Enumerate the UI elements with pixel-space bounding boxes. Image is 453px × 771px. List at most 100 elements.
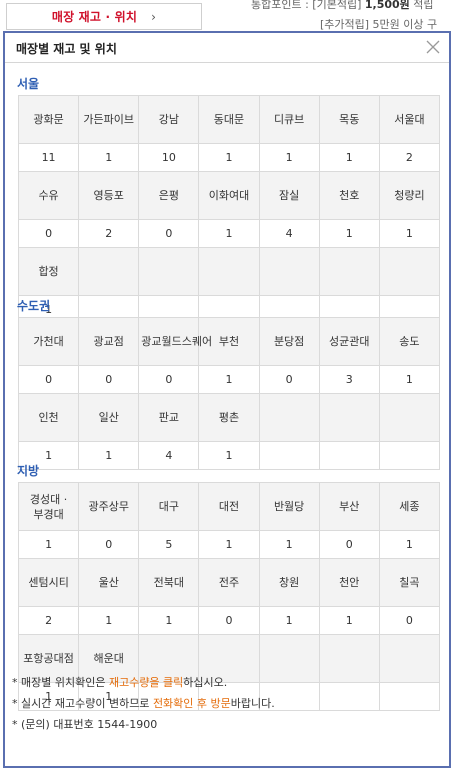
store-qty-cell: 0 bbox=[198, 606, 260, 635]
store-qty-cell: 4 bbox=[138, 441, 200, 470]
stock-qty-link[interactable]: 1 bbox=[225, 538, 233, 551]
stock-qty-link[interactable]: 1 bbox=[285, 614, 293, 627]
store-qty-cell: 1 bbox=[318, 219, 380, 248]
store-qty-cell: 10 bbox=[138, 143, 200, 172]
stock-qty-link[interactable]: 2 bbox=[405, 151, 413, 164]
store-name-cell: 천호 bbox=[318, 171, 380, 220]
store-name-cell: 동대문 bbox=[198, 95, 260, 144]
store-name-cell: 수유 bbox=[17, 171, 80, 220]
stock-qty-link[interactable]: 1 bbox=[225, 373, 233, 386]
store-name-cell: 디큐브 bbox=[258, 95, 320, 144]
stock-qty-link[interactable]: 11 bbox=[41, 151, 56, 164]
stock-qty-link[interactable]: 3 bbox=[345, 373, 353, 386]
store-qty-cell: 1 bbox=[198, 441, 260, 470]
store-name-cell: 합정 bbox=[17, 247, 80, 296]
empty-cell bbox=[198, 247, 260, 296]
stock-qty-link[interactable]: 1 bbox=[345, 151, 353, 164]
stock-qty-link[interactable]: 1 bbox=[45, 690, 53, 703]
empty-cell bbox=[258, 682, 320, 711]
stock-qty-link[interactable]: 1 bbox=[105, 614, 113, 627]
store-name-cell: 청량리 bbox=[378, 171, 441, 220]
store-qty-cell: 11 bbox=[17, 143, 80, 172]
store-name-cell: 경성대 · 부경대 bbox=[17, 482, 80, 531]
store-qty-cell: 1 bbox=[78, 682, 140, 711]
stock-qty-link[interactable]: 1 bbox=[405, 538, 413, 551]
stock-qty-link[interactable]: 0 bbox=[345, 538, 353, 551]
store-qty-cell: 0 bbox=[17, 365, 80, 394]
store-qty-cell: 1 bbox=[138, 606, 200, 635]
stock-qty-link[interactable]: 1 bbox=[45, 303, 53, 316]
stock-qty-link[interactable]: 0 bbox=[165, 227, 173, 240]
chevron-right-icon: › bbox=[151, 9, 157, 24]
stock-qty-link[interactable]: 1 bbox=[45, 538, 53, 551]
stock-qty-link[interactable]: 1 bbox=[225, 151, 233, 164]
stock-qty-link[interactable]: 0 bbox=[165, 373, 173, 386]
stock-qty-link[interactable]: 1 bbox=[285, 538, 293, 551]
store-qty-cell: 1 bbox=[258, 530, 320, 559]
store-stock-button[interactable]: 매장 재고 · 위치 › bbox=[6, 3, 202, 30]
notice-item: * 매장별 위치확인은 재고수량을 클릭하십시오. bbox=[12, 676, 228, 689]
stock-qty-link[interactable]: 1 bbox=[345, 227, 353, 240]
store-qty-cell: 0 bbox=[17, 219, 80, 248]
stock-qty-link[interactable]: 1 bbox=[105, 690, 113, 703]
stock-qty-link[interactable]: 1 bbox=[45, 449, 53, 462]
store-qty-cell: 0 bbox=[138, 219, 200, 248]
stock-qty-link[interactable]: 0 bbox=[225, 614, 233, 627]
store-qty-cell: 0 bbox=[78, 365, 140, 394]
stock-qty-link[interactable]: 0 bbox=[285, 373, 293, 386]
store-qty-cell: 1 bbox=[78, 441, 140, 470]
empty-cell bbox=[318, 393, 380, 442]
store-qty-cell: 1 bbox=[318, 606, 380, 635]
store-name-cell: 광주상무 bbox=[78, 482, 140, 531]
store-name-cell: 영등포 bbox=[78, 171, 140, 220]
stock-qty-link[interactable]: 0 bbox=[105, 538, 113, 551]
stock-qty-link[interactable]: 1 bbox=[345, 614, 353, 627]
stock-qty-link[interactable]: 5 bbox=[165, 538, 173, 551]
empty-cell bbox=[258, 247, 320, 296]
store-name-cell: 부산 bbox=[318, 482, 380, 531]
store-table-local: 경성대 · 부경대 광주상무 대구 대전 반월당 부산 세종 1 0 5 1 1 0 1 센텀시티 울산 전북대… bbox=[17, 482, 441, 711]
store-name-row: 인천 일산 판교 평촌 bbox=[17, 393, 441, 442]
store-qty-row: 0 2 0 1 4 1 1 bbox=[17, 219, 441, 248]
store-name-cell: 가천대 bbox=[17, 317, 80, 366]
stock-qty-link[interactable]: 0 bbox=[405, 614, 413, 627]
store-qty-cell: 1 bbox=[17, 530, 80, 559]
region-title-local: 지방 bbox=[17, 464, 40, 478]
stock-qty-link[interactable]: 1 bbox=[165, 614, 173, 627]
stock-qty-link[interactable]: 4 bbox=[165, 449, 173, 462]
store-qty-cell: 0 bbox=[78, 530, 140, 559]
stock-qty-link[interactable]: 1 bbox=[225, 449, 233, 462]
stock-qty-link[interactable]: 1 bbox=[105, 151, 113, 164]
store-qty-cell: 1 bbox=[78, 143, 140, 172]
stock-qty-link[interactable]: 2 bbox=[105, 227, 113, 240]
stock-qty-link[interactable]: 1 bbox=[225, 227, 233, 240]
stock-qty-link[interactable]: 1 bbox=[405, 373, 413, 386]
store-qty-cell: 1 bbox=[258, 606, 320, 635]
notice-item: * 실시간 재고수량이 변하므로 전화확인 후 방문바랍니다. bbox=[12, 697, 275, 710]
stock-qty-link[interactable]: 0 bbox=[45, 373, 53, 386]
store-qty-cell: 1 bbox=[318, 143, 380, 172]
close-icon[interactable] bbox=[425, 39, 441, 55]
stock-qty-link[interactable]: 0 bbox=[45, 227, 53, 240]
stock-qty-link[interactable]: 0 bbox=[105, 373, 113, 386]
empty-cell bbox=[198, 682, 260, 711]
store-qty-cell: 2 bbox=[78, 219, 140, 248]
empty-cell bbox=[378, 247, 441, 296]
stock-qty-link[interactable]: 1 bbox=[285, 151, 293, 164]
store-name-cell: 광교점 bbox=[78, 317, 140, 366]
store-stock-panel: 매장별 재고 및 위치 서울 광화문 가든파이브 강남 동대문 디큐브 목동 서울대 11 1 1… bbox=[3, 31, 451, 768]
store-qty-cell: 2 bbox=[378, 143, 441, 172]
stock-qty-link[interactable]: 1 bbox=[105, 449, 113, 462]
store-name-cell: 전북대 bbox=[138, 558, 200, 607]
stock-qty-link[interactable]: 2 bbox=[45, 614, 53, 627]
empty-cell bbox=[318, 682, 380, 711]
store-qty-cell: 0 bbox=[318, 530, 380, 559]
empty-cell bbox=[198, 634, 260, 683]
stock-qty-link[interactable]: 10 bbox=[161, 151, 176, 164]
store-qty-cell: 1 bbox=[378, 365, 441, 394]
region-title-metro: 수도권 bbox=[17, 299, 51, 313]
stock-qty-link[interactable]: 1 bbox=[405, 227, 413, 240]
empty-cell bbox=[138, 682, 200, 711]
stock-qty-link[interactable]: 4 bbox=[285, 227, 293, 240]
store-name-cell: 가든파이브 bbox=[78, 95, 140, 144]
